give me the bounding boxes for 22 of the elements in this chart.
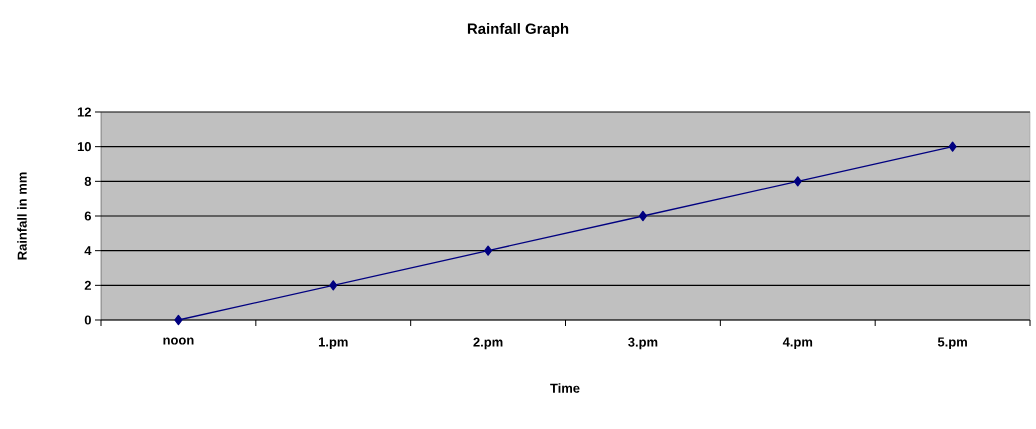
x-tick-label: 1.pm xyxy=(318,337,348,350)
y-tick-label: 0 xyxy=(84,315,91,325)
point xyxy=(948,141,957,152)
point xyxy=(484,245,493,256)
x-tick-label: 4.pm xyxy=(782,337,813,350)
y-tick-label: 8 xyxy=(84,176,92,186)
y-tick-label: 10 xyxy=(77,142,91,152)
x-tick-label: 3.pm xyxy=(628,337,658,350)
point xyxy=(638,210,647,222)
point xyxy=(174,314,183,326)
x-tick-label: noon xyxy=(163,337,194,345)
x-tick-label: 5.pm xyxy=(937,337,967,350)
y-tick-label: 12 xyxy=(77,107,91,117)
chart-title: Rainfall Graph xyxy=(467,23,569,37)
point xyxy=(329,280,338,291)
y-tick-label: 2 xyxy=(84,280,91,290)
y-axis-title: Rainfall in mm xyxy=(17,172,27,260)
x-tick-label: 2.pm xyxy=(473,337,503,350)
y-tick-label: 6 xyxy=(84,211,92,221)
x-axis-title: Time xyxy=(550,383,580,393)
point xyxy=(793,176,802,187)
y-tick-label: 4 xyxy=(84,246,92,256)
